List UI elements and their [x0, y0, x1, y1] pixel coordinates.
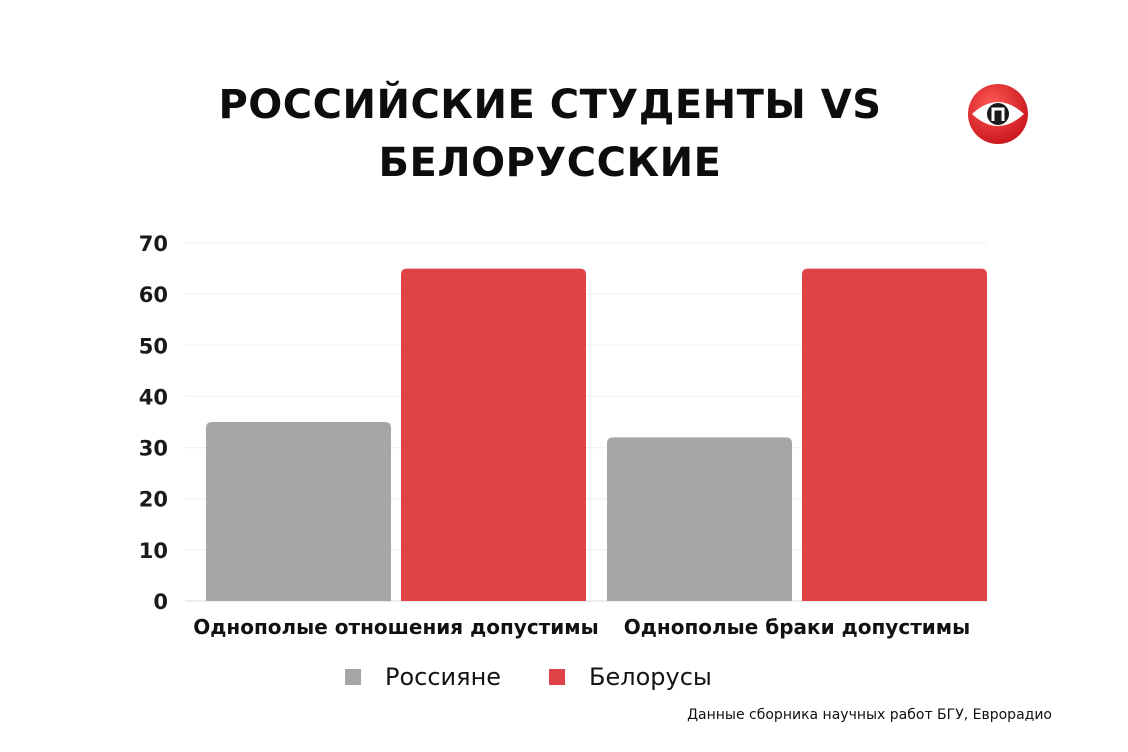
legend-swatch-belarusians — [549, 669, 566, 685]
chart-title: РОССИЙСКИЕ СТУДЕНТЫ VS БЕЛОРУССКИЕ — [150, 76, 950, 192]
legend-item-russians: Россияне — [345, 663, 501, 691]
bar-russians — [206, 422, 391, 601]
legend-swatch-russians — [345, 669, 361, 685]
legend-label-belarusians: Белорусы — [589, 663, 712, 691]
y-tick-label: 60 — [139, 283, 168, 307]
eye-logo-icon — [968, 84, 1028, 144]
legend-label-russians: Россияне — [385, 663, 502, 691]
bar-belarusians — [401, 268, 586, 601]
source-note: Данные сборника научных работ БГУ, Еврор… — [687, 707, 1052, 723]
bar-russians — [607, 437, 792, 601]
x-category-label: Однополые отношения допустимы — [193, 615, 599, 639]
title-line-2: БЕЛОРУССКИЕ — [378, 140, 722, 186]
y-tick-label: 10 — [139, 539, 168, 563]
x-category-label: Однополые браки допустимы — [624, 615, 971, 639]
y-tick-label: 70 — [139, 232, 168, 256]
legend-item-belarusians: Белорусы — [549, 663, 712, 691]
title-line-1: РОССИЙСКИЕ СТУДЕНТЫ VS — [218, 82, 882, 128]
bar-belarusians — [802, 268, 987, 601]
y-tick-label: 30 — [139, 437, 168, 461]
y-tick-label: 20 — [139, 488, 168, 512]
y-tick-label: 0 — [153, 590, 168, 614]
y-tick-label: 50 — [139, 334, 168, 358]
legend: Россияне Белорусы — [345, 660, 760, 694]
y-tick-label: 40 — [139, 385, 168, 409]
